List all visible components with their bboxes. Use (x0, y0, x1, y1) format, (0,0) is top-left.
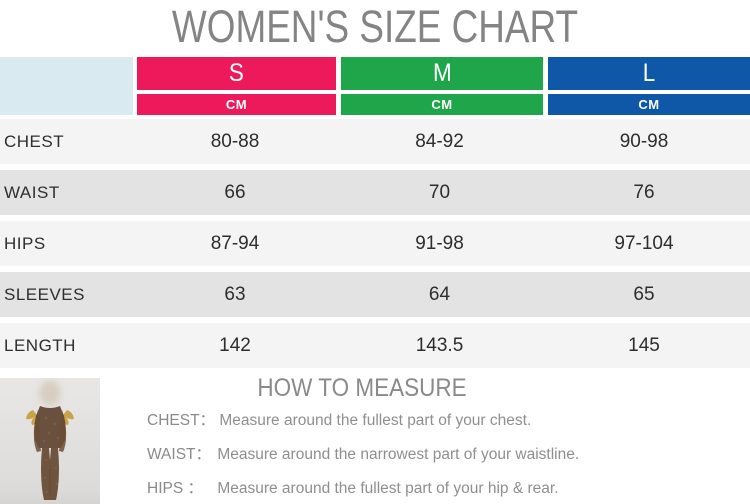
table-row-sleeves: SLEEVES 63 64 65 (0, 272, 750, 317)
column-header-s: S (137, 57, 336, 90)
cell-hips-m: 91-98 (415, 232, 464, 254)
how-to-measure-heading: HOW TO MEASURE (257, 374, 467, 402)
unit-label-m: CM (431, 97, 453, 112)
cell-hips-l: 97-104 (614, 232, 674, 254)
measure-line-hips: HIPS ： Measure around the fullest part o… (147, 476, 579, 497)
size-table-body: CHEST 80-88 84-92 90-98 WAIST 66 70 76 H… (0, 119, 750, 374)
measure-line-chest: CHEST： Measure around the fullest part o… (147, 408, 579, 429)
cell-chest-s: 80-88 (210, 130, 260, 152)
table-row-hips: HIPS 87-94 91-98 97-104 (0, 221, 750, 266)
table-row-length: LENGTH 142 143.5 145 (0, 323, 750, 368)
measure-label: HIPS ： (147, 480, 203, 497)
size-label-m: M (432, 59, 452, 87)
unit-cell-s: CM (137, 94, 336, 115)
row-label: WAIST (4, 182, 60, 202)
cell-waist-l: 76 (633, 181, 655, 203)
cell-chest-l: 90-98 (619, 130, 669, 152)
measure-text: Measure around the narrowest part of you… (217, 446, 580, 463)
model-photo (0, 378, 100, 504)
cell-sleeves-m: 64 (428, 283, 451, 305)
cell-sleeves-s: 63 (224, 283, 246, 305)
size-label-l: L (642, 59, 656, 87)
model-photo-image (0, 378, 100, 504)
column-header-m: M (341, 57, 543, 90)
cell-length-s: 142 (219, 334, 251, 356)
row-label: HIPS (4, 233, 46, 253)
table-row-waist: WAIST 66 70 76 (0, 170, 750, 215)
row-label: CHEST (4, 131, 65, 151)
cell-length-l: 145 (628, 334, 660, 356)
row-label: LENGTH (4, 335, 76, 355)
column-header-l: L (548, 57, 750, 90)
table-row-chest: CHEST 80-88 84-92 90-98 (0, 119, 750, 164)
measure-label: WAIST： (147, 446, 212, 463)
cell-sleeves-l: 65 (633, 283, 655, 305)
unit-label-s: CM (225, 97, 248, 112)
cell-length-m: 143.5 (415, 334, 464, 356)
measure-label: CHEST： (147, 412, 216, 429)
measure-text: Measure around the fullest part of your … (219, 412, 532, 429)
unit-label-l: CM (638, 97, 660, 112)
page-title: WOMEN'S SIZE CHART (171, 1, 579, 52)
cell-chest-m: 84-92 (415, 130, 464, 152)
size-label-s: S (228, 59, 245, 87)
measure-text: Measure around the fullest part of your … (217, 480, 559, 497)
unit-cell-m: CM (341, 94, 543, 115)
cell-waist-s: 66 (224, 181, 246, 203)
how-to-measure-lines: CHEST： Measure around the fullest part o… (147, 408, 579, 504)
cell-waist-m: 70 (428, 181, 451, 203)
cell-hips-s: 87-94 (210, 232, 260, 254)
row-label: SLEEVES (4, 284, 85, 304)
unit-cell-l: CM (548, 94, 750, 115)
table-corner-cell (0, 57, 133, 115)
measure-line-waist: WAIST： Measure around the narrowest part… (147, 442, 580, 463)
